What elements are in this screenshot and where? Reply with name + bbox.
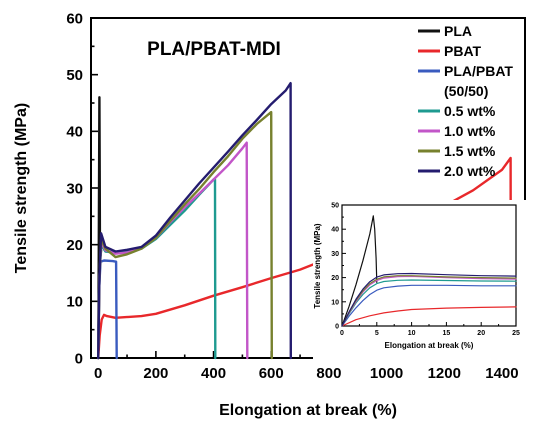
main-x-tick-label: 400 xyxy=(201,365,226,382)
inset-y-tick-label: 20 xyxy=(331,275,339,282)
inset-y-tick-label: 10 xyxy=(331,299,339,306)
main-y-tick-label: 20 xyxy=(66,237,83,254)
legend-label-50-50: (50/50) xyxy=(444,83,488,99)
main-x-tick-label: 0 xyxy=(94,365,102,382)
main-y-tick-label: 50 xyxy=(66,67,83,84)
main-x-axis-label: Elongation at break (%) xyxy=(219,402,397,419)
inset-series-2-0-wt xyxy=(341,272,517,327)
inset-y-tick-label: 0 xyxy=(335,323,339,330)
legend-label-0-5-wt: 0.5 wt% xyxy=(444,103,496,119)
main-x-tick-label: 200 xyxy=(143,365,168,382)
legend-label-pbat: PBAT xyxy=(444,43,482,59)
inset-y-tick-label: 50 xyxy=(331,202,339,209)
inset-x-tick-label: 20 xyxy=(477,330,485,337)
main-y-tick-label: 10 xyxy=(66,294,83,311)
legend-label-pla-pbat: PLA/PBAT xyxy=(444,63,513,79)
inset-axis-ticks: 0 5 10 15 20 25 0 10 20 30 40 50 xyxy=(331,202,520,337)
main-x-tick-label: 1400 xyxy=(485,365,518,382)
main-x-tick-label: 1000 xyxy=(370,365,403,382)
main-x-tick-label: 1200 xyxy=(428,365,461,382)
inset-series-group xyxy=(341,215,517,327)
main-x-tick-label: 800 xyxy=(316,365,341,382)
main-series-pbat xyxy=(96,156,513,360)
inset-x-tick-label: 0 xyxy=(340,330,344,337)
inset-x-tick-label: 5 xyxy=(375,330,379,337)
legend-label-2-0-wt: 2.0 wt% xyxy=(444,163,496,179)
inset-series-pla-pbat-50-50 xyxy=(341,284,517,327)
inset-x-tick-label: 25 xyxy=(512,330,520,337)
main-y-axis-label: Tensile strength (MPa) xyxy=(13,103,30,273)
legend-label-pla: PLA xyxy=(444,23,472,39)
inset-x-tick-label: 15 xyxy=(443,330,451,337)
main-y-tick-label: 0 xyxy=(75,350,83,367)
legend: PLA PBAT PLA/PBAT (50/50) 0.5 wt% 1.0 wt% 1.5 … xyxy=(418,23,513,179)
main-y-tick-label: 40 xyxy=(66,124,83,141)
main-y-tick-label: 30 xyxy=(66,180,83,197)
inset-y-tick-label: 40 xyxy=(331,227,339,234)
inset-y-axis-label: Tensile strength (MPa) xyxy=(313,223,322,309)
main-y-tick-label: 60 xyxy=(66,10,83,27)
inset-series-pla xyxy=(341,215,378,327)
main-series-group xyxy=(96,81,513,360)
chart-title: PLA/PBAT-MDI xyxy=(147,39,281,60)
inset-x-tick-label: 10 xyxy=(408,330,416,337)
inset-series-pbat xyxy=(341,306,517,327)
legend-label-1-0-wt: 1.0 wt% xyxy=(444,123,496,139)
main-series-2-0-wt xyxy=(96,81,292,360)
legend-label-1-5-wt: 1.5 wt% xyxy=(444,143,496,159)
inset-y-tick-label: 30 xyxy=(331,251,339,258)
main-x-tick-label: 600 xyxy=(259,365,284,382)
inset-x-axis-label: Elongation at break (%) xyxy=(385,341,474,350)
